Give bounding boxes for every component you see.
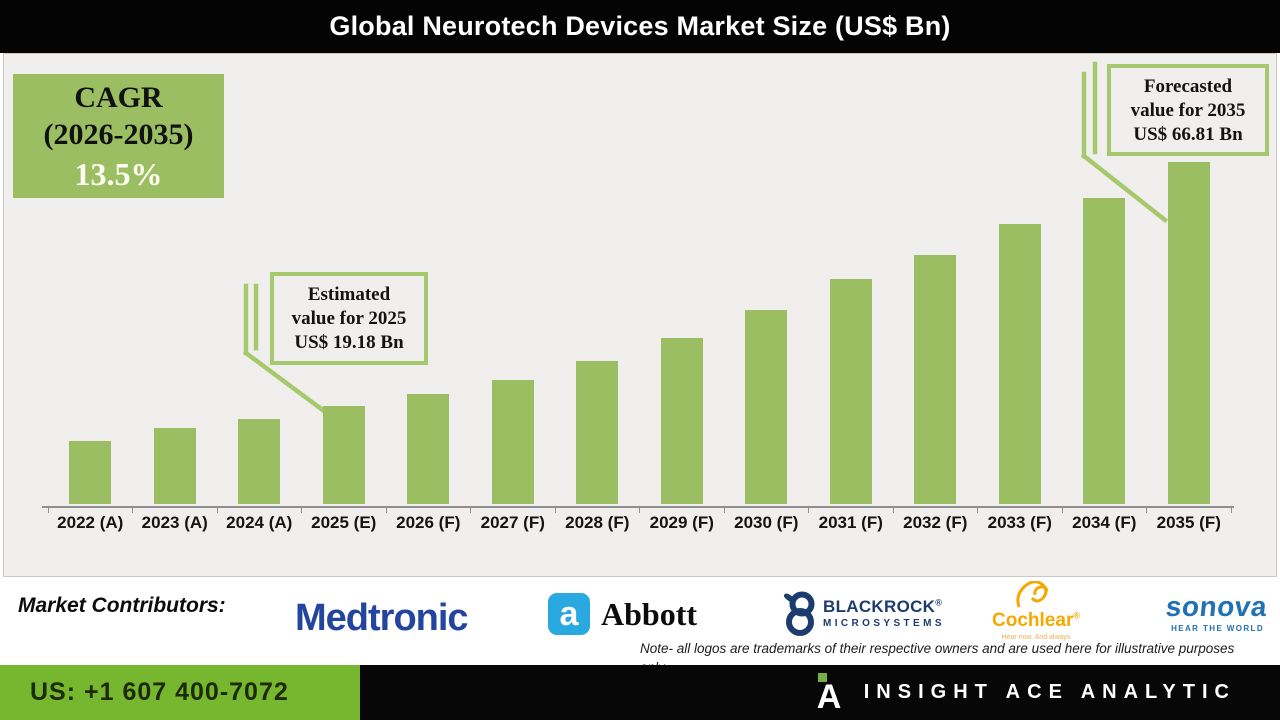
callout-line: Estimated [307,284,391,305]
blackrock-text: BLACKROCK® MICROSYSTEMS [823,597,945,629]
phone-number: US: +1 607 400-7072 [30,678,289,706]
cochlear-tagline: Hear now. And always [1001,634,1071,641]
sonova-logo: sonova HEAR THE WORLD [1164,591,1269,633]
bar-2029-f- [660,338,703,504]
phone-box: US: +1 607 400-7072 [0,665,360,720]
insightace-logo-icon: A [815,671,847,716]
axis-tick [385,506,387,513]
callout-forecasted-2035: Forecasted value for 2035 US$ 66.81 Bn [1107,64,1269,156]
cochlear-wordmark: Cochlear® [992,610,1080,631]
chart-panel: CAGR (2026-2035) 13.5% 2022 (A) 2023 (A) 2… [3,53,1277,577]
axis-tick [1061,506,1063,513]
medtronic-logo: Medtronic [295,597,469,640]
callout-value: US$ 66.81 Bn [1133,124,1243,145]
x-label: 2028 (F) [565,513,630,532]
x-axis-line [42,506,1234,508]
blackrock-wordmark: BLACKROCK® [823,597,943,616]
x-label: 2022 (A) [57,513,124,532]
abbott-icon-letter: a [559,594,579,633]
callout-estimated-2025: Estimated value for 2025 US$ 19.18 Bn [270,272,428,365]
axis-tick [639,506,641,513]
sonova-tagline: HEAR THE WORLD [1171,624,1265,633]
axis-tick [977,506,979,513]
callout-value: US$ 19.18 Bn [294,332,404,353]
green-square-icon [817,672,827,682]
x-label: 2025 (E) [311,513,377,532]
axis-tick [1146,506,1148,513]
bar-2030-f- [745,310,787,504]
axis-tick [47,506,49,513]
registered-mark-icon: ® [1073,610,1080,621]
axis-tick [301,506,303,513]
abbott-icon: a [548,593,590,635]
bar-2023-a- [153,428,196,504]
bar-2028-f- [576,361,618,504]
x-label: 2026 (F) [396,513,461,532]
header-bar: Global Neurotech Devices Market Size (US… [0,0,1280,53]
bar-2022-a- [69,441,111,504]
x-label: 2033 (F) [987,513,1052,532]
abbott-logo: a Abbott [548,593,697,635]
bar-2031-f- [829,279,872,504]
x-label: 2024 (A) [226,513,293,532]
callout-line: value for 2035 [1130,100,1246,121]
bar-2024-a- [238,419,280,504]
axis-tick [808,506,810,513]
abbott-wordmark: Abbott [601,595,698,632]
cochlear-swirl-icon [1016,581,1049,608]
callout-line: Forecasted [1143,76,1233,97]
axis-tick [892,506,894,513]
blackrock-subtext: MICROSYSTEMS [823,618,945,629]
x-label: 2030 (F) [734,513,799,532]
axis-tick [132,506,134,513]
axis-tick [554,506,556,513]
axis-tick [1230,506,1232,513]
registered-mark-icon: ® [935,597,943,608]
bar-2033-f- [998,224,1041,504]
bar-2025-e- [322,406,365,504]
x-label: 2031 (F) [818,513,883,532]
axis-tick [216,506,218,513]
bar-2034-f- [1083,198,1125,504]
bar-2035-f- [1167,162,1210,504]
footer-bar: US: +1 607 400-7072 A INSIGHT ACE ANALYT… [0,665,1280,720]
contributors-strip: Market Contributors: Medtronic a Abbott … [0,577,1280,675]
insightace-a-glyph: A [816,677,842,716]
x-label: 2023 (A) [141,513,208,532]
insightace-brand-name: INSIGHT ACE ANALYTIC [863,681,1236,703]
blackrock-8-icon [783,591,815,636]
x-label: 2029 (F) [649,513,714,532]
sonova-wordmark: sonova [1164,591,1269,622]
blackrock-logo: BLACKROCK® MICROSYSTEMS [780,589,945,637]
cochlear-logo: Cochlear® Hear now. And always [992,581,1080,641]
x-label: 2035 (F) [1156,513,1221,532]
cagr-value: 13.5% [74,156,163,192]
market-contributors-label: Market Contributors: [18,594,226,617]
x-label: 2032 (F) [903,513,968,532]
insightace-brand: A INSIGHT ACE ANALYTIC [815,665,1236,720]
bar-2032-f- [914,255,956,504]
x-label: 2034 (F) [1072,513,1137,532]
bar-2027-f- [491,380,534,504]
axis-tick [723,506,725,513]
cagr-box: CAGR (2026-2035) 13.5% [13,74,224,198]
note-line-1: Note- all logos are trademarks of their … [640,641,1235,656]
bar-2026-f- [407,394,449,504]
cagr-label: CAGR [74,81,163,114]
page-title: Global Neurotech Devices Market Size (US… [329,11,951,41]
callout-line: value for 2025 [291,308,407,329]
x-label: 2027 (F) [480,513,545,532]
medtronic-wordmark: Medtronic [295,597,469,639]
axis-tick [470,506,472,513]
cagr-range: (2026-2035) [43,118,194,151]
